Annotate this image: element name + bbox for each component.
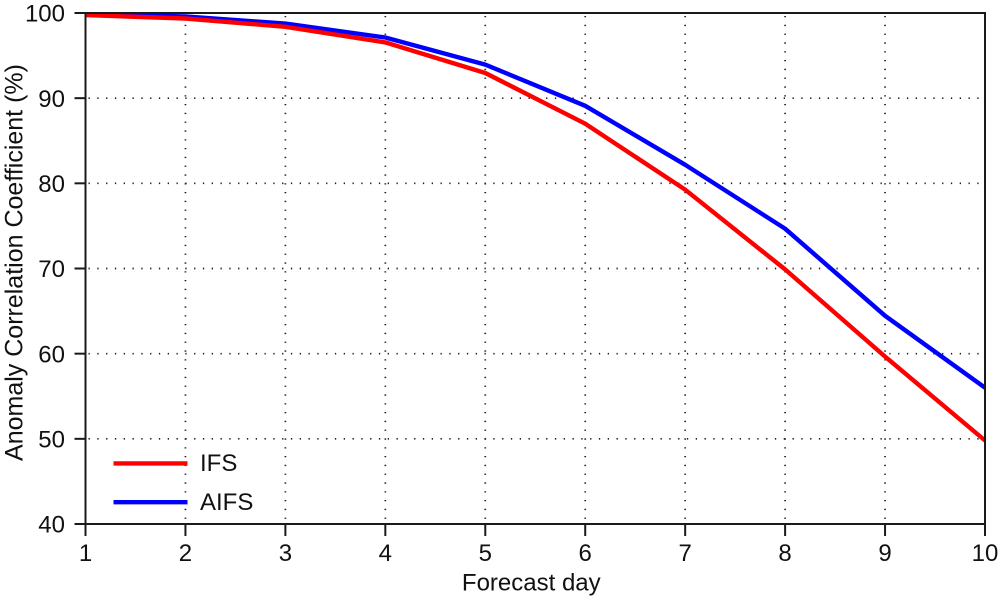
svg-text:3: 3 (279, 540, 292, 567)
svg-text:100: 100 (25, 1, 65, 28)
svg-text:50: 50 (38, 426, 65, 453)
svg-text:80: 80 (38, 171, 65, 198)
svg-text:10: 10 (972, 540, 999, 567)
svg-text:2: 2 (179, 540, 192, 567)
svg-text:70: 70 (38, 256, 65, 283)
svg-text:9: 9 (878, 540, 891, 567)
svg-text:8: 8 (778, 540, 791, 567)
svg-text:40: 40 (38, 512, 65, 539)
svg-text:IFS: IFS (200, 450, 237, 477)
svg-text:90: 90 (38, 86, 65, 113)
svg-text:4: 4 (379, 540, 392, 567)
svg-text:60: 60 (38, 341, 65, 368)
svg-text:Anomaly Correlation Coefficien: Anomaly Correlation Coefficient (%) (1, 64, 29, 461)
svg-text:6: 6 (579, 540, 592, 567)
svg-text:5: 5 (479, 540, 492, 567)
svg-text:AIFS: AIFS (200, 489, 253, 516)
svg-text:7: 7 (678, 540, 691, 567)
svg-text:Forecast day: Forecast day (462, 570, 601, 597)
svg-text:1: 1 (79, 540, 92, 567)
